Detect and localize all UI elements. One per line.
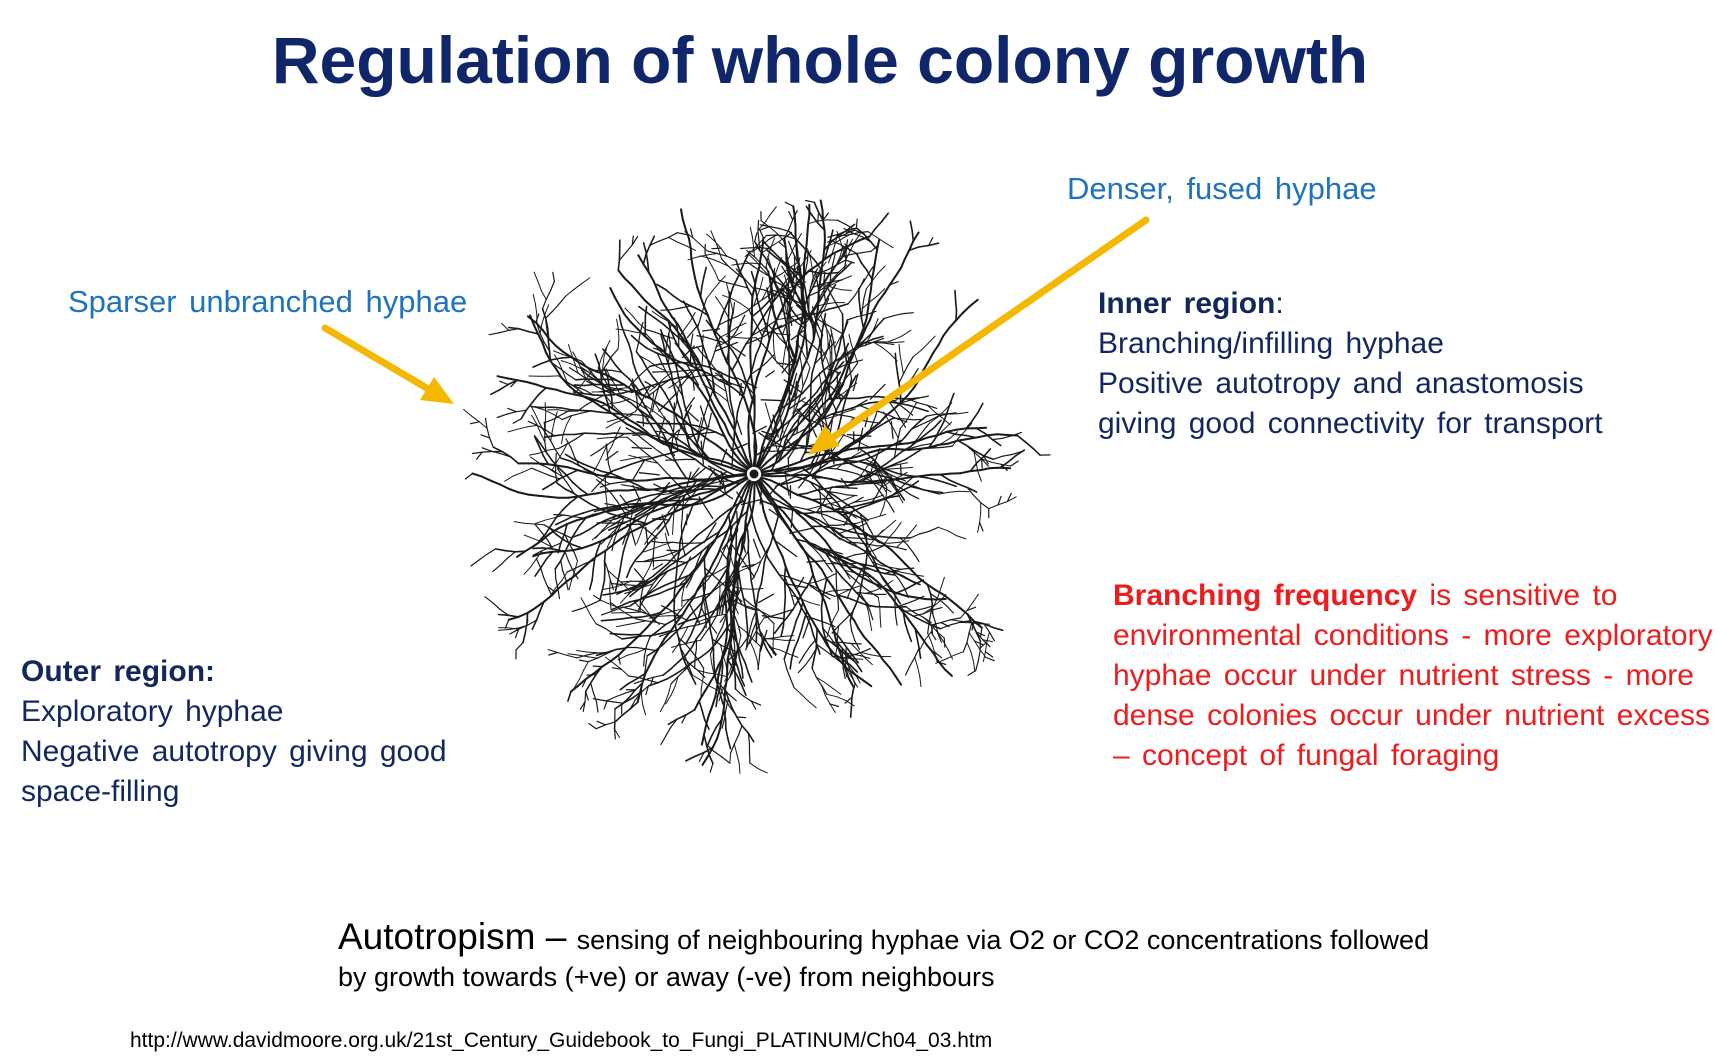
fungal-colony-diagram bbox=[463, 199, 1051, 774]
autotropism-definition: Autotropism – sensing of neighbouring hy… bbox=[338, 918, 1429, 996]
autotropism-term: Autotropism bbox=[338, 916, 536, 957]
inner-region-line: giving good connectivity for transport bbox=[1098, 407, 1603, 440]
branching-frequency-text: Branching frequency is sensitive to envi… bbox=[1113, 579, 1713, 772]
sparser-hyphae-label: Sparser unbranched hyphae bbox=[68, 284, 468, 319]
autotropism-line: sensing of neighbouring hyphae via O2 or… bbox=[576, 925, 1430, 955]
source-url-link[interactable]: http://www.davidmoore.org.uk/21st_Centur… bbox=[130, 1029, 993, 1052]
branching-frequency-heading: Branching frequency bbox=[1113, 579, 1418, 612]
slide-title: Regulation of whole colony growth bbox=[271, 23, 1369, 97]
autotropism-line: by growth towards (+ve) or away (-ve) fr… bbox=[338, 962, 995, 992]
outer-region-text: Outer region: Exploratory hyphae Negativ… bbox=[21, 652, 447, 812]
inner-region-text: Inner region: Branching/infilling hyphae… bbox=[1098, 284, 1603, 444]
denser-hyphae-label: Denser, fused hyphae bbox=[1067, 171, 1377, 206]
inner-region-heading: Inner region bbox=[1098, 287, 1276, 320]
inner-region-line: Branching/infilling hyphae bbox=[1098, 327, 1444, 360]
outer-region-line: space-filling bbox=[21, 775, 180, 808]
outer-region-heading: Outer region: bbox=[21, 655, 216, 688]
outer-region-line: Exploratory hyphae bbox=[21, 695, 284, 728]
outer-region-line: Negative autotropy giving good bbox=[21, 735, 447, 768]
inner-region-line: Positive autotropy and anastomosis bbox=[1098, 367, 1584, 400]
